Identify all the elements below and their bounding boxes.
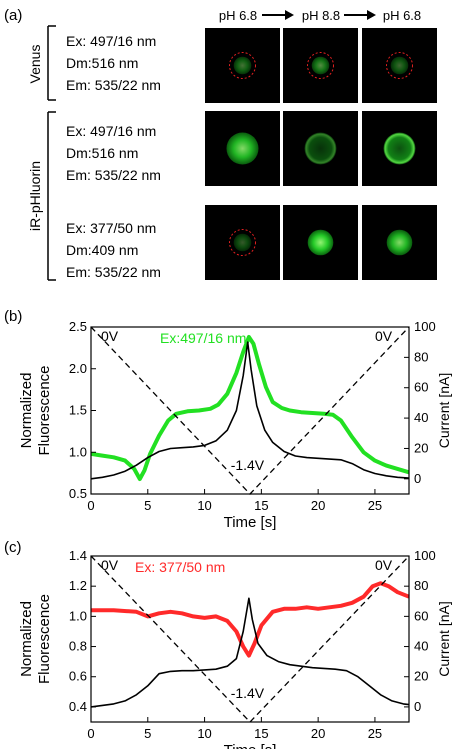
- y2-axis-label: Current [nA]: [436, 373, 452, 448]
- x-tick-label: 20: [311, 498, 325, 513]
- x-tick-label: 5: [144, 726, 151, 741]
- x-tick-label: 0: [87, 498, 94, 513]
- y2-axis-label: Current [nA]: [436, 601, 452, 676]
- y-tick-label: 1.5: [69, 403, 87, 418]
- cell-fluorescence: [233, 233, 252, 252]
- cell-fluorescence: [311, 56, 330, 75]
- ph-header-3: pH 6.8: [383, 8, 421, 23]
- plot-frame: [90, 555, 410, 723]
- panel-b-label: (b): [4, 308, 22, 325]
- y2-tick-label: 80: [414, 578, 428, 593]
- filter-em: Em: 535/22 nm: [66, 167, 161, 183]
- filter-ex: Ex: 497/16 nm: [66, 123, 156, 139]
- y2-tick-label: 60: [414, 380, 428, 395]
- x-tick-label: 5: [144, 498, 151, 513]
- y-tick-label: 1.0: [69, 608, 87, 623]
- y-tick-label: 1.0: [69, 444, 87, 459]
- x-axis-label: Time [s]: [224, 742, 277, 749]
- filter-dm: Dm:409 nm: [66, 242, 138, 258]
- x-tick-label: 10: [197, 498, 211, 513]
- group-label-irphluorin: iR-pHluorin: [27, 161, 43, 231]
- current-series: [90, 341, 410, 480]
- x-tick-label: 25: [368, 498, 382, 513]
- x-tick-label: 25: [368, 726, 382, 741]
- y2-tick-label: 0: [414, 471, 421, 486]
- y-axis-label: NormalizedFluorescence: [18, 365, 53, 455]
- y2-tick-label: 100: [414, 548, 436, 563]
- cell-fluorescence: [386, 229, 413, 256]
- microscopy-image-grid: [205, 28, 437, 280]
- ph-header-2: pH 8.8: [302, 8, 340, 23]
- cell-outline: [386, 52, 413, 79]
- y2-tick-label: 20: [414, 440, 428, 455]
- x-tick-label: 15: [254, 498, 268, 513]
- cell-fluorescence: [307, 229, 334, 256]
- y2-tick-label: 0: [414, 699, 421, 714]
- y2-tick-label: 20: [414, 669, 428, 684]
- arrow-icon: [344, 10, 376, 20]
- filter-ex: Ex: 377/50 nm: [66, 220, 156, 236]
- voltage-sweep-line: [90, 555, 410, 723]
- voltage-label-min: -1.4V: [231, 685, 265, 701]
- group-label-venus: Venus: [27, 45, 43, 84]
- panel-c: (c) 0 5 10 15 20 25 0.4 0.6 0.8 1.0 1.2 1.4 0 20 40 60 8…: [4, 539, 452, 749]
- y-tick-label: 0.6: [69, 669, 87, 684]
- x-tick-label: 0: [87, 726, 94, 741]
- y-tick-label: 2.5: [69, 319, 87, 334]
- y2-tick-label: 40: [414, 639, 428, 654]
- arrow-icon: [262, 10, 294, 20]
- filter-dm: Dm:516 nm: [66, 145, 138, 161]
- voltage-label-min: -1.4V: [231, 457, 265, 473]
- y-tick-label: 1.4: [69, 548, 87, 563]
- x-tick-label: 15: [254, 726, 268, 741]
- cell-fluorescence: [383, 132, 416, 165]
- chart-c: 0 5 10 15 20 25 0.4 0.6 0.8 1.0 1.2 1.4 0 20 40 60 80 100…: [18, 548, 452, 749]
- excitation-annotation: Ex:497/16 nm: [160, 330, 246, 346]
- x-tick-label: 20: [311, 726, 325, 741]
- panel-a: (a) pH 6.8 pH 8.8 pH 6.8 Venus iR-pHluor…: [4, 7, 437, 281]
- y-axis-label: NormalizedFluorescence: [18, 594, 53, 684]
- cell-outline: [229, 52, 256, 79]
- y-tick-label: 1.2: [69, 578, 87, 593]
- cell-outline: [307, 52, 334, 79]
- voltage-label-end: 0V: [375, 328, 393, 344]
- fluorescence-series: [90, 335, 410, 481]
- filter-em: Em: 535/22 nm: [66, 264, 161, 280]
- ph-header-1: pH 6.8: [219, 8, 257, 23]
- excitation-annotation: Ex: 377/50 nm: [135, 559, 225, 575]
- y2-tick-label: 80: [414, 349, 428, 364]
- panel-a-label: (a): [4, 7, 22, 24]
- cell-outline: [229, 229, 256, 256]
- x-tick-label: 10: [197, 726, 211, 741]
- voltage-label-end: 0V: [375, 557, 393, 573]
- y-tick-label: 0.4: [69, 699, 87, 714]
- filter-em: Em: 535/22 nm: [66, 77, 161, 93]
- filter-ex: Ex: 497/16 nm: [66, 33, 156, 49]
- y2-tick-label: 40: [414, 410, 428, 425]
- cell-fluorescence: [226, 132, 259, 165]
- x-axis-label: Time [s]: [224, 514, 277, 531]
- voltage-label-start: 0V: [101, 328, 119, 344]
- panel-b: (b) 0 5 10 15 20 25 0.5 1.0 1.5 2.0 2.5 0 20 40 60 80 10…: [4, 308, 452, 531]
- cell-fluorescence: [304, 132, 337, 165]
- y-tick-label: 2.0: [69, 361, 87, 376]
- y-tick-label: 0.5: [69, 486, 87, 501]
- fluorescence-series: [91, 581, 410, 658]
- y2-tick-label: 60: [414, 608, 428, 623]
- chart-b: 0 5 10 15 20 25 0.5 1.0 1.5 2.0 2.5 0 20 40 60 80 100 Tim…: [18, 319, 452, 531]
- cell-fluorescence: [390, 56, 409, 75]
- panel-c-label: (c): [4, 539, 22, 556]
- y-tick-label: 0.8: [69, 639, 87, 654]
- y2-tick-label: 100: [414, 319, 436, 334]
- filter-dm: Dm:516 nm: [66, 55, 138, 71]
- current-series: [90, 597, 410, 708]
- cell-fluorescence: [233, 56, 252, 75]
- voltage-label-start: 0V: [101, 557, 119, 573]
